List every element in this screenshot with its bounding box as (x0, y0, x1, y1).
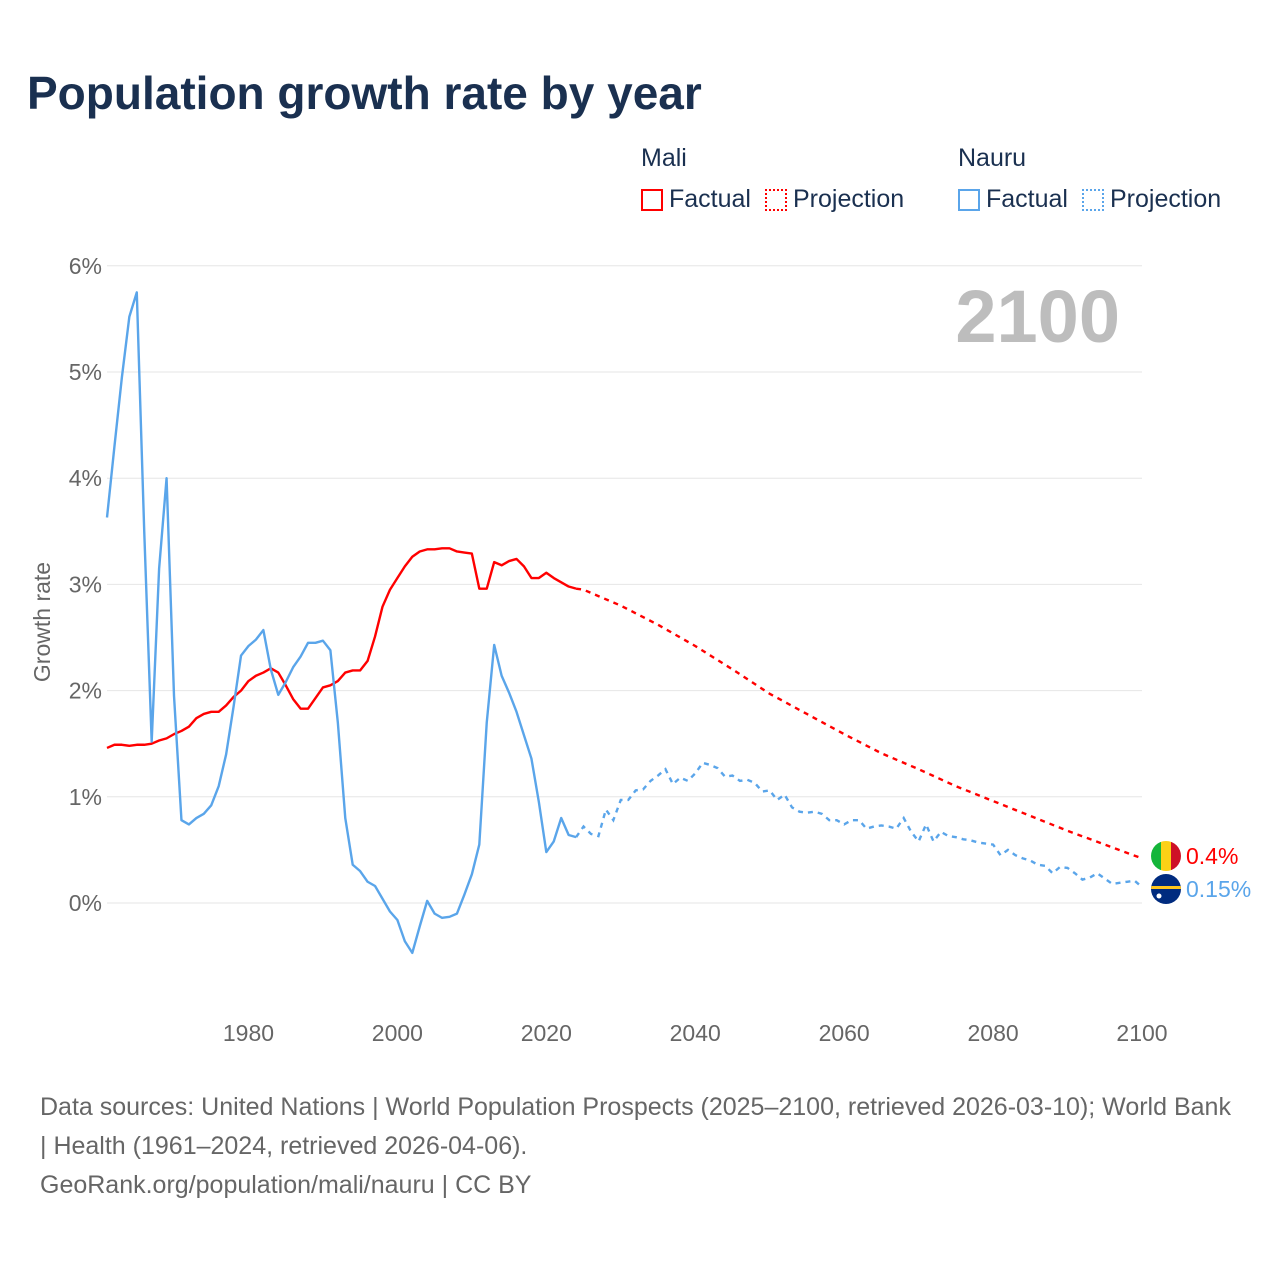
legend-label: Projection (792, 185, 905, 213)
y-tick-label: 0% (69, 890, 102, 916)
x-tick-label: 2060 (819, 1020, 870, 1046)
legend-label: Factual (986, 185, 1068, 213)
legend-label: Projection (1109, 185, 1222, 213)
legend-label: Factual (669, 185, 751, 213)
x-tick-label: 2100 (1116, 1020, 1167, 1046)
legend-swatch-dotted (1081, 188, 1104, 211)
data-sources: Data sources: United Nations | World Pop… (40, 1093, 1231, 1160)
legend-group-title: Nauru (958, 144, 1027, 172)
legend-item-mali-factual[interactable]: Factual (641, 185, 751, 214)
footer: Data sources: United Nations | World Pop… (40, 1088, 1240, 1205)
legend-item-mali-projection[interactable]: Projection (764, 185, 905, 214)
y-axis-label: Growth rate (29, 562, 55, 682)
x-tick-label: 2000 (372, 1020, 423, 1046)
year-display: 2100 (955, 275, 1120, 358)
mali-end-label: 0.4% (1186, 843, 1238, 869)
mali-factual-line (106, 547, 577, 750)
y-tick-label: 5% (69, 359, 102, 385)
y-tick-label: 2% (69, 678, 102, 704)
x-tick-label: 2040 (670, 1020, 721, 1046)
x-tick-label: 1980 (223, 1020, 274, 1046)
legend-swatch-dotted (764, 188, 787, 211)
legend-group-mali: Mali Factual Projection (641, 144, 904, 214)
source-link[interactable]: GeoRank.org/population/mali/nauru | CC B… (40, 1171, 532, 1199)
legend-swatch-solid (641, 188, 663, 211)
chart-title: Population growth rate by year (27, 67, 702, 119)
y-tick-label: 3% (69, 571, 102, 597)
legend-item-nauru-factual[interactable]: Factual (958, 185, 1068, 214)
legend-group-nauru: Nauru Factual Projection (958, 144, 1221, 214)
y-tick-label: 6% (69, 253, 102, 279)
mali-flag-icon (1151, 841, 1181, 871)
nauru-factual-line (105, 291, 577, 955)
nauru-projection-line (575, 761, 1143, 888)
x-tick-label: 2080 (967, 1020, 1018, 1046)
nauru-flag-icon (1151, 874, 1181, 904)
legend-swatch-solid (958, 188, 980, 211)
legend-group-title: Mali (641, 144, 687, 172)
nauru-end-label: 0.15% (1186, 876, 1251, 902)
legend-item-nauru-projection[interactable]: Projection (1081, 185, 1222, 214)
x-tick-label: 2020 (521, 1020, 572, 1046)
y-tick-label: 4% (69, 465, 102, 491)
mali-projection-line (575, 587, 1143, 860)
y-tick-label: 1% (69, 784, 102, 810)
